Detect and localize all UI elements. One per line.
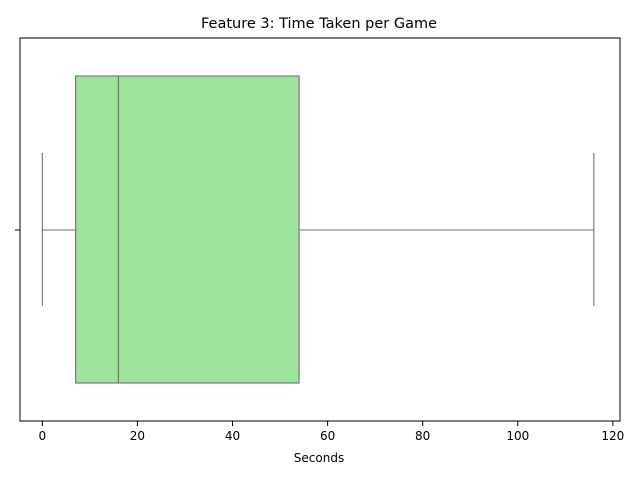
plot-area [41,75,595,384]
x-tick-label-20: 20 [130,429,145,443]
x-tick-label-120: 120 [601,429,624,443]
x-axis-ticks: 0 20 40 60 80 100 120 [39,421,624,443]
x-axis-label: Seconds [294,451,344,465]
x-tick-label-60: 60 [320,429,335,443]
x-tick-label-100: 100 [506,429,529,443]
interquartile-box [75,75,300,384]
chart-title: Feature 3: Time Taken per Game [201,16,437,32]
whiskers [41,153,595,306]
x-tick-label-40: 40 [225,429,240,443]
x-tick-label-0: 0 [39,429,47,443]
box-layer [75,75,300,384]
x-tick-label-80: 80 [415,429,430,443]
